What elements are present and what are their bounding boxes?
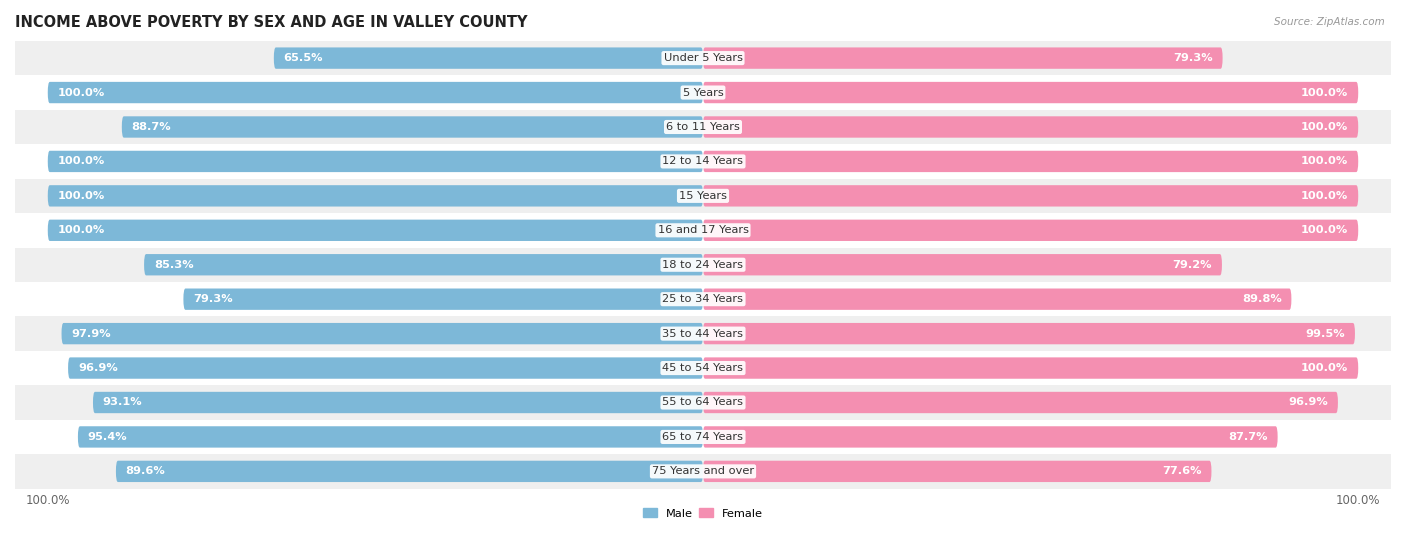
Text: 55 to 64 Years: 55 to 64 Years xyxy=(662,397,744,408)
FancyBboxPatch shape xyxy=(62,323,703,344)
FancyBboxPatch shape xyxy=(703,392,1339,413)
FancyBboxPatch shape xyxy=(703,48,1223,69)
Text: 45 to 54 Years: 45 to 54 Years xyxy=(662,363,744,373)
FancyBboxPatch shape xyxy=(703,288,1291,310)
Text: 93.1%: 93.1% xyxy=(103,397,142,408)
Text: 77.6%: 77.6% xyxy=(1163,466,1202,476)
FancyBboxPatch shape xyxy=(115,461,703,482)
Text: 95.4%: 95.4% xyxy=(87,432,128,442)
Text: 100.0%: 100.0% xyxy=(58,225,105,235)
FancyBboxPatch shape xyxy=(703,357,1358,379)
FancyBboxPatch shape xyxy=(703,185,1358,206)
Bar xyxy=(15,351,1391,385)
FancyBboxPatch shape xyxy=(703,220,1358,241)
FancyBboxPatch shape xyxy=(703,82,1358,103)
Legend: Male, Female: Male, Female xyxy=(638,504,768,523)
FancyBboxPatch shape xyxy=(183,288,703,310)
Text: 100.0%: 100.0% xyxy=(1301,88,1348,98)
FancyBboxPatch shape xyxy=(122,116,703,138)
Text: Source: ZipAtlas.com: Source: ZipAtlas.com xyxy=(1274,17,1385,27)
Text: 96.9%: 96.9% xyxy=(77,363,118,373)
Bar xyxy=(15,110,1391,144)
Bar xyxy=(15,316,1391,351)
Bar xyxy=(15,282,1391,316)
Bar xyxy=(15,385,1391,420)
FancyBboxPatch shape xyxy=(48,185,703,206)
Bar xyxy=(15,248,1391,282)
Bar xyxy=(15,179,1391,213)
Text: 65.5%: 65.5% xyxy=(284,53,323,63)
Text: 75 Years and over: 75 Years and over xyxy=(652,466,754,476)
Text: 16 and 17 Years: 16 and 17 Years xyxy=(658,225,748,235)
Text: 89.6%: 89.6% xyxy=(125,466,166,476)
FancyBboxPatch shape xyxy=(67,357,703,379)
Text: 100.0%: 100.0% xyxy=(1301,363,1348,373)
Text: 88.7%: 88.7% xyxy=(132,122,172,132)
Text: 99.5%: 99.5% xyxy=(1306,329,1346,339)
FancyBboxPatch shape xyxy=(703,254,1222,276)
Bar xyxy=(15,41,1391,75)
Bar xyxy=(15,454,1391,489)
Text: 89.8%: 89.8% xyxy=(1241,294,1282,304)
FancyBboxPatch shape xyxy=(274,48,703,69)
FancyBboxPatch shape xyxy=(143,254,703,276)
Text: 6 to 11 Years: 6 to 11 Years xyxy=(666,122,740,132)
Text: 25 to 34 Years: 25 to 34 Years xyxy=(662,294,744,304)
Text: 96.9%: 96.9% xyxy=(1288,397,1329,408)
FancyBboxPatch shape xyxy=(93,392,703,413)
Text: INCOME ABOVE POVERTY BY SEX AND AGE IN VALLEY COUNTY: INCOME ABOVE POVERTY BY SEX AND AGE IN V… xyxy=(15,15,527,30)
FancyBboxPatch shape xyxy=(48,151,703,172)
FancyBboxPatch shape xyxy=(48,82,703,103)
Text: 100.0%: 100.0% xyxy=(1301,157,1348,167)
Text: 100.0%: 100.0% xyxy=(1301,122,1348,132)
Text: 12 to 14 Years: 12 to 14 Years xyxy=(662,157,744,167)
Text: 85.3%: 85.3% xyxy=(153,260,194,270)
FancyBboxPatch shape xyxy=(703,461,1212,482)
Text: 35 to 44 Years: 35 to 44 Years xyxy=(662,329,744,339)
Text: 87.7%: 87.7% xyxy=(1229,432,1268,442)
Bar xyxy=(15,75,1391,110)
Text: 5 Years: 5 Years xyxy=(683,88,723,98)
Text: 79.3%: 79.3% xyxy=(193,294,233,304)
Bar xyxy=(15,420,1391,454)
Text: 100.0%: 100.0% xyxy=(1301,191,1348,201)
FancyBboxPatch shape xyxy=(48,220,703,241)
Text: 15 Years: 15 Years xyxy=(679,191,727,201)
Text: Under 5 Years: Under 5 Years xyxy=(664,53,742,63)
Text: 100.0%: 100.0% xyxy=(58,157,105,167)
Bar xyxy=(15,144,1391,179)
Bar xyxy=(15,213,1391,248)
FancyBboxPatch shape xyxy=(703,427,1278,448)
FancyBboxPatch shape xyxy=(703,151,1358,172)
Text: 100.0%: 100.0% xyxy=(1301,225,1348,235)
Text: 100.0%: 100.0% xyxy=(58,88,105,98)
Text: 100.0%: 100.0% xyxy=(58,191,105,201)
Text: 79.2%: 79.2% xyxy=(1173,260,1212,270)
Text: 97.9%: 97.9% xyxy=(72,329,111,339)
FancyBboxPatch shape xyxy=(77,427,703,448)
FancyBboxPatch shape xyxy=(703,323,1355,344)
Text: 79.3%: 79.3% xyxy=(1173,53,1213,63)
FancyBboxPatch shape xyxy=(703,116,1358,138)
Text: 18 to 24 Years: 18 to 24 Years xyxy=(662,260,744,270)
Text: 65 to 74 Years: 65 to 74 Years xyxy=(662,432,744,442)
